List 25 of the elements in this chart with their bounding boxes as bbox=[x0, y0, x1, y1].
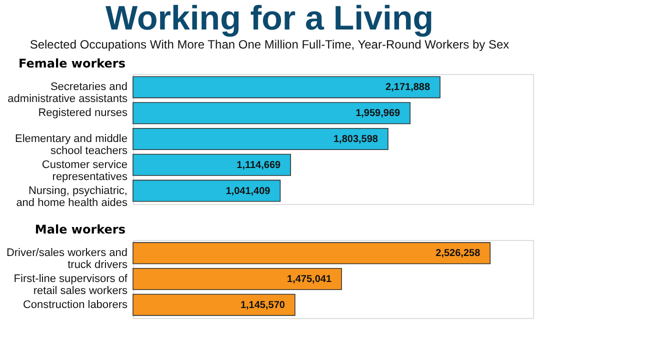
y-axis-title: Female workers bbox=[18, 56, 126, 70]
y-tick-label: First-line supervisors of retail sales workers bbox=[14, 273, 128, 297]
y-tick-label: Construction laborers bbox=[22, 298, 128, 311]
data-label: 2,171,888 bbox=[386, 82, 430, 94]
data-label: 2,526,258 bbox=[436, 248, 481, 260]
data-label: 1,803,598 bbox=[333, 134, 378, 145]
data-label: 1,114,669 bbox=[236, 160, 282, 171]
data-label: 1,475,041 bbox=[287, 274, 332, 285]
y-tick-label: Driver/sales workers and truck drivers bbox=[6, 247, 128, 272]
y-tick-label: Elementary and middle school teachers bbox=[14, 133, 128, 157]
bar bbox=[132, 128, 388, 150]
y-axis-title: Male workers bbox=[34, 222, 126, 236]
bar bbox=[132, 154, 291, 176]
chart-title: Working for a Living bbox=[105, 0, 434, 38]
bar bbox=[132, 102, 410, 124]
y-tick-label: Secretaries and administrative assistants bbox=[8, 81, 128, 106]
data-label: 1,041,409 bbox=[226, 186, 271, 197]
chart-subtitle: Selected Occupations With More Than One Million Full-Time, Year-Round Workers by Sex bbox=[30, 38, 510, 52]
bar bbox=[132, 76, 440, 98]
bar bbox=[132, 180, 281, 202]
y-tick-label: Customer service representatives bbox=[42, 158, 128, 183]
data-label: 1,145,570 bbox=[240, 300, 286, 311]
y-tick-label: Registered nurses bbox=[38, 107, 128, 120]
data-label: 1,959,969 bbox=[356, 108, 401, 120]
y-tick-label: Nursing, psychiatric, and home health aides bbox=[16, 184, 128, 209]
